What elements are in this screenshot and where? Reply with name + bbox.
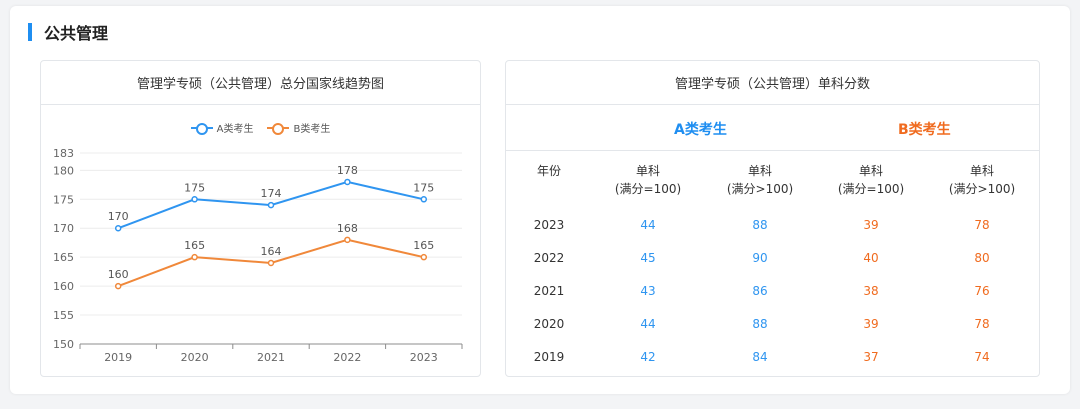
score-table-title: 管理学专硕（公共管理）单科分数 (506, 61, 1039, 105)
col-head-a-gt100-line2: (满分>100) (726, 182, 794, 196)
series-0-data-label: 170 (108, 210, 129, 223)
score-table-panel: 管理学专硕（公共管理）单科分数 A类考生 B类考生 年份 单科 (满分=100)… (505, 60, 1040, 377)
row-4-a100: 42 (640, 350, 656, 364)
legend-a-label: A类考生 (216, 124, 254, 135)
y-tick-label: 150 (53, 338, 74, 351)
col-head-a-100-line1: 单科 (635, 164, 660, 178)
legend-a-marker-icon (190, 122, 213, 135)
series-0-data-label: 175 (184, 181, 205, 194)
col-head-b-gt100-line2: (满分>100) (948, 182, 1016, 196)
series-1-data-label: 164 (261, 245, 282, 258)
row-3-b100: 39 (863, 317, 879, 331)
col-head-a-gt100: 单科 (满分>100) (710, 162, 810, 198)
y-tick-label: 170 (53, 222, 74, 235)
row-0-agt: 88 (752, 218, 768, 232)
legend-b-marker-icon (267, 122, 290, 135)
group-a-label: A类考生 (674, 122, 727, 138)
series-1-data-label: 165 (413, 239, 434, 252)
col-head-b-100: 单科 (满分=100) (821, 162, 921, 198)
row-0-b100: 39 (863, 218, 879, 232)
x-tick-label: 2022 (333, 351, 361, 364)
series-1-point (191, 253, 198, 261)
row-3-year: 2020 (533, 317, 565, 331)
legend-b-label: B类考生 (293, 124, 331, 135)
x-tick-label: 2021 (257, 351, 285, 364)
trend-chart-svg: 150 155 160 165 170 175 180 183 2019 2020 2021 2022… (53, 147, 463, 364)
col-head-year: 年份 (536, 164, 561, 178)
y-tick-label: 165 (53, 251, 74, 264)
col-head-b-100-line2: (满分=100) (837, 182, 905, 196)
series-0-point (191, 196, 198, 203)
series-1-data-label: 168 (337, 222, 358, 235)
row-2-a100: 43 (640, 284, 656, 298)
row-4-bgt: 74 (974, 350, 990, 364)
y-tick-label: 180 (53, 164, 74, 177)
series-0-point (344, 178, 351, 186)
row-1-b100: 40 (863, 251, 879, 265)
section-accent-bar (28, 23, 32, 41)
col-head-a-gt100-line1: 单科 (747, 164, 772, 178)
series-1-point (114, 282, 122, 290)
col-head-b-100-line1: 单科 (858, 164, 883, 178)
series-1-point (344, 236, 351, 244)
col-head-a-100: 单科 (满分=100) (598, 162, 698, 198)
series-0-point (420, 196, 428, 203)
series-0-data-label: 175 (413, 181, 434, 194)
row-4-agt: 84 (752, 350, 768, 364)
row-1-year: 2022 (533, 251, 565, 265)
chart-legend: A类考生 B类考生 (41, 120, 480, 135)
x-tick-label: 2020 (181, 351, 209, 364)
row-2-agt: 86 (752, 284, 768, 298)
row-3-a100: 44 (640, 317, 656, 331)
row-2-year: 2021 (533, 284, 565, 298)
series-1-data-label: 165 (184, 239, 205, 252)
row-0-a100: 44 (640, 218, 656, 232)
legend-item-b[interactable]: B类考生 (267, 120, 330, 135)
section-header: 公共管理 (28, 21, 108, 43)
y-tick-label: 155 (53, 309, 74, 322)
row-4-b100: 37 (863, 350, 879, 364)
series-0-point (114, 224, 122, 232)
series-1-data-label: 160 (108, 268, 129, 281)
x-tick-label: 2019 (104, 351, 132, 364)
col-head-a-100-line2: (满分=100) (614, 182, 682, 196)
group-b-label: B类考生 (898, 122, 951, 138)
y-tick-label: 183 (53, 147, 74, 160)
content-card: 公共管理 管理学专硕（公共管理）总分国家线趋势图 A类考生 B类考生 150 15… (10, 6, 1070, 394)
row-2-bgt: 76 (974, 284, 990, 298)
row-1-a100: 45 (640, 251, 656, 265)
trend-chart-title: 管理学专硕（公共管理）总分国家线趋势图 (41, 61, 480, 105)
row-3-bgt: 78 (974, 317, 990, 331)
row-2-b100: 38 (863, 284, 879, 298)
row-0-bgt: 78 (974, 218, 990, 232)
row-1-bgt: 80 (974, 251, 990, 265)
row-1-agt: 90 (752, 251, 768, 265)
col-head-b-gt100: 单科 (满分>100) (932, 162, 1032, 198)
x-tick-label: 2023 (410, 351, 438, 364)
row-4-year: 2019 (533, 350, 565, 364)
y-tick-label: 175 (53, 193, 74, 206)
section-title: 公共管理 (44, 24, 109, 43)
series-0-data-label: 174 (261, 187, 282, 200)
group-header-row: A类考生 B类考生 (506, 105, 1039, 151)
series-0-data-label: 178 (337, 164, 358, 177)
trend-chart-panel: 管理学专硕（公共管理）总分国家线趋势图 A类考生 B类考生 150 155 160 1… (40, 60, 481, 377)
series-0-point (267, 201, 275, 209)
series-1-point (267, 259, 275, 267)
legend-item-a[interactable]: A类考生 (190, 120, 254, 135)
col-head-b-gt100-line1: 单科 (969, 164, 994, 178)
y-tick-label: 160 (53, 280, 74, 293)
row-3-agt: 88 (752, 317, 768, 331)
series-1-point (420, 253, 428, 261)
row-0-year: 2023 (533, 218, 565, 232)
